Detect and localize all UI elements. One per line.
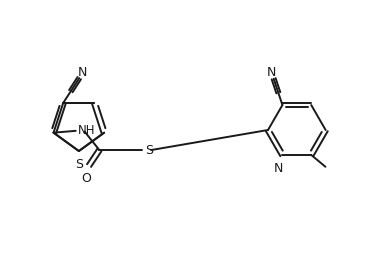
- Text: S: S: [75, 158, 83, 171]
- Text: N: N: [78, 66, 87, 79]
- Text: O: O: [81, 172, 92, 185]
- Text: N: N: [274, 162, 283, 175]
- Text: S: S: [145, 144, 153, 157]
- Text: N: N: [267, 66, 276, 79]
- Text: NH: NH: [78, 124, 96, 136]
